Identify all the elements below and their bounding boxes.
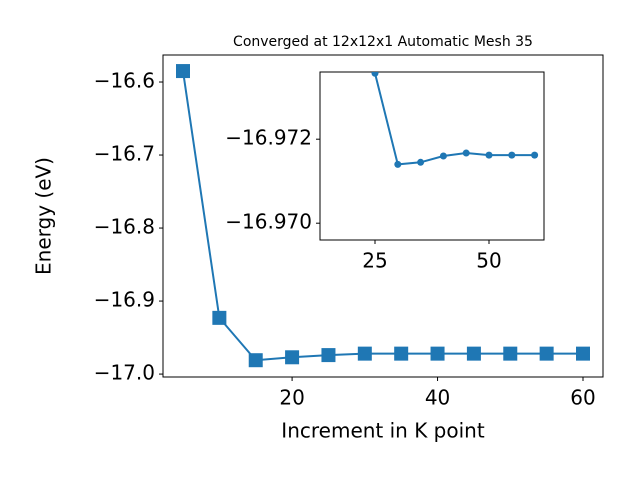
y-tick-label: −16.972 [225,126,312,150]
marker [212,310,227,325]
marker [394,160,402,168]
y-tick-label: −16.7 [94,142,155,166]
y-tick-label: −16.9 [94,288,155,312]
chart-title: Converged at 12x12x1 Automatic Mesh 35 [233,34,533,50]
y-tick-label: −16.970 [225,210,312,234]
marker [466,346,481,361]
series-line [374,73,535,166]
x-axis-label: Increment in K point [281,419,485,443]
y-tick-label: −16.6 [94,69,155,93]
x-tick-label: 50 [476,249,501,273]
marker [462,149,470,157]
x-tick-label: 20 [279,386,304,410]
y-axis-label: Energy (eV) [32,157,56,275]
marker [576,346,590,361]
marker [321,348,336,363]
marker [417,158,425,166]
x-tick-label: 25 [362,249,387,273]
plot-area [176,64,590,368]
marker [430,346,445,361]
marker [285,350,300,365]
marker [176,64,190,79]
marker [248,353,263,368]
marker [357,346,372,361]
x-tick-label: 60 [570,386,595,410]
marker [439,152,447,160]
marker [531,151,539,159]
x-tick-label: 40 [425,386,450,410]
y-tick-label: −16.8 [94,215,155,239]
marker [485,151,493,159]
marker [508,151,516,159]
plot-area [371,72,539,168]
marker [503,346,518,361]
marker [539,346,554,361]
marker [371,72,379,77]
marker [394,346,409,361]
y-tick-label: −17.0 [94,361,155,385]
